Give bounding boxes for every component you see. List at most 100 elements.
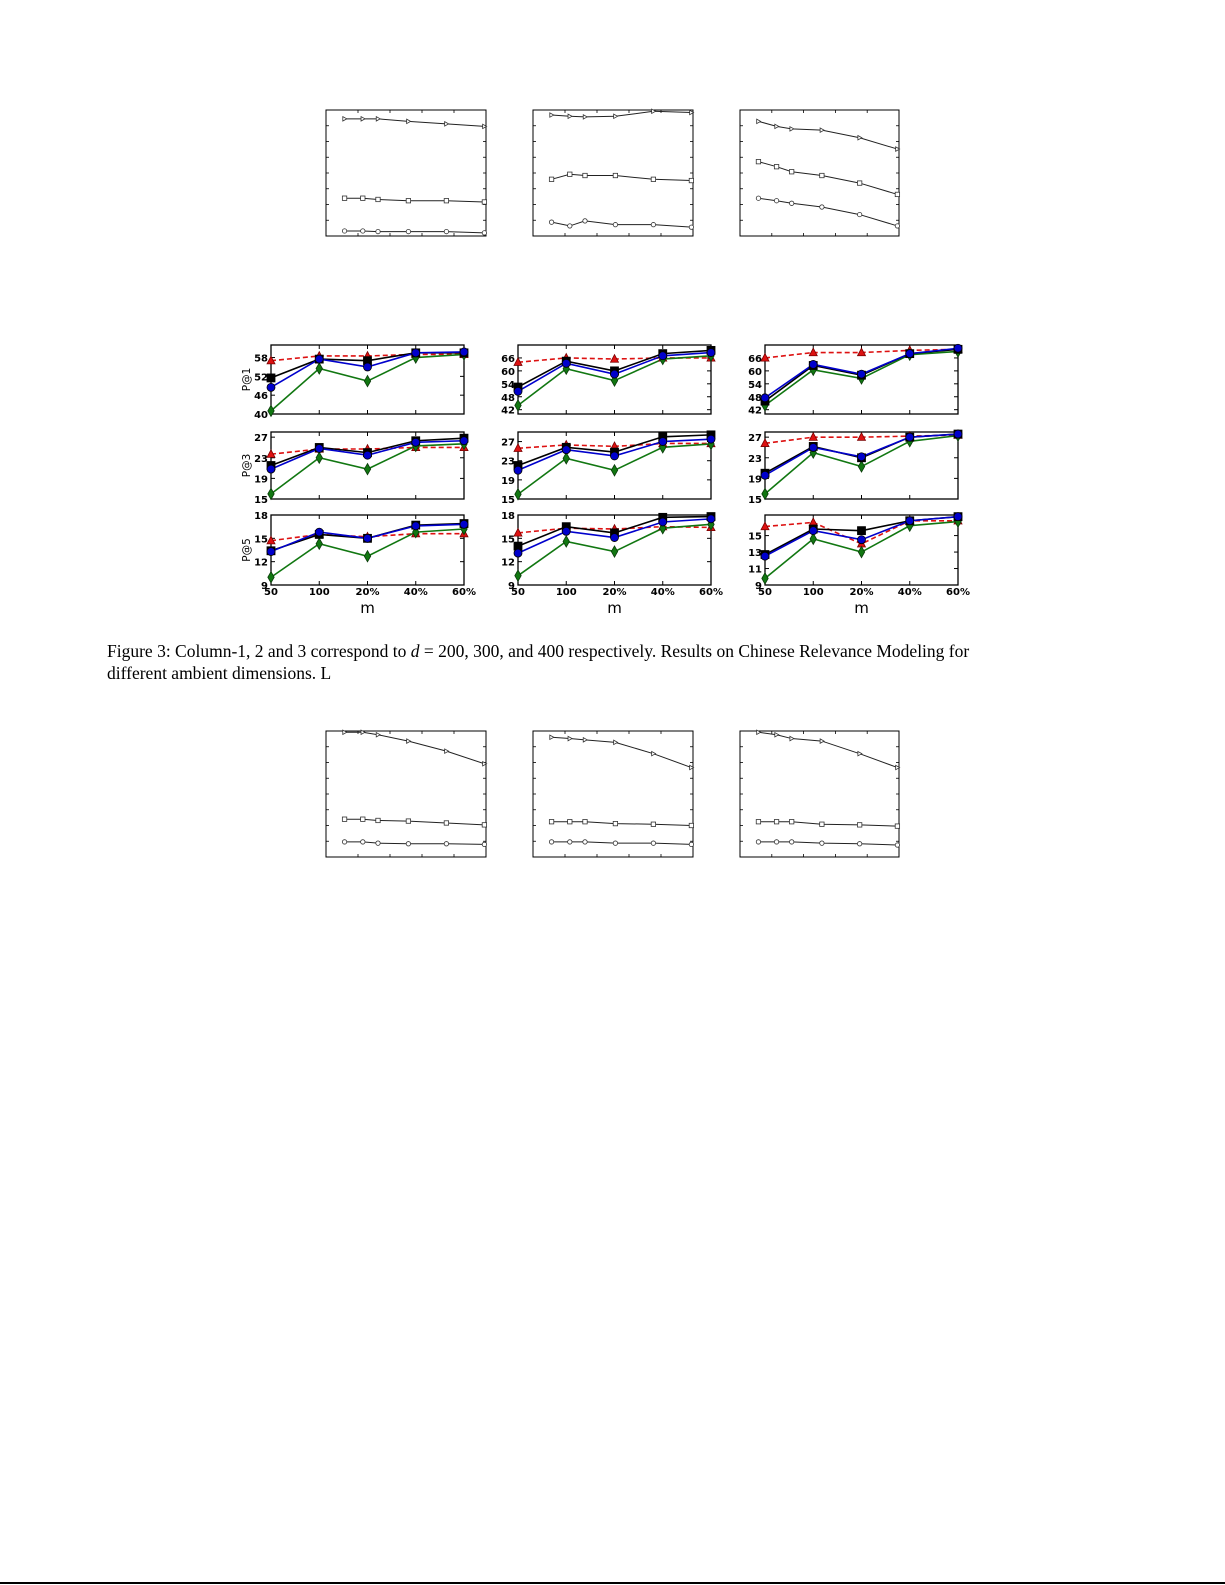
circle-marker [953, 343, 963, 353]
circle-marker [513, 548, 523, 558]
y-tick-label: 19 [501, 476, 515, 487]
diamond-marker [363, 549, 372, 563]
y-tick-label: 54 [748, 380, 762, 391]
triangle-marker [266, 535, 276, 545]
circle-marker [857, 535, 866, 545]
circle-marker [582, 839, 588, 845]
circle-marker [363, 362, 372, 372]
circle-marker [953, 512, 963, 522]
y-tick-label: 27 [501, 438, 515, 449]
panel-r0-c2: 42 48 54 60 66 [748, 343, 963, 417]
triangle-marker [375, 115, 382, 122]
circle-marker [405, 841, 411, 847]
square-marker [773, 819, 780, 825]
triangle-marker [582, 736, 589, 743]
diamond-marker [562, 535, 570, 548]
circle-marker [363, 450, 372, 460]
y-tick-label: 15 [748, 532, 762, 543]
square-marker [857, 526, 866, 536]
y-tick-label: 60 [748, 367, 762, 378]
top-row-charts [325, 108, 901, 237]
square-marker [375, 817, 381, 824]
y-tick-label: 15 [254, 534, 268, 545]
figure-caption: Figure 3: Column-1, 2 and 3 correspond t… [107, 640, 1107, 684]
panel-r1-c1: 15 19 23 27 [501, 430, 716, 506]
series-square [758, 821, 898, 827]
circle-marker [341, 228, 348, 234]
series-circle [551, 841, 692, 845]
triangle-marker [613, 739, 619, 746]
triangle-marker [819, 738, 825, 744]
x-tick-label: 20% [356, 587, 380, 598]
circle-marker [706, 514, 716, 524]
plot-frame [325, 730, 487, 858]
y-tick-label: 48 [748, 393, 762, 404]
circle-marker [789, 200, 795, 206]
circle-marker [266, 464, 276, 474]
triangle-marker [808, 517, 818, 527]
triangle-marker [756, 729, 762, 736]
y-tick-label: 13 [748, 548, 762, 559]
y-tick-label: 9 [261, 581, 268, 592]
triangle-marker [609, 353, 620, 363]
circle-marker [360, 228, 366, 234]
square-marker [773, 164, 780, 170]
diamond-marker [315, 537, 323, 551]
circle-marker [894, 842, 901, 848]
y-tick-label: 11 [748, 565, 762, 576]
circle-marker [459, 519, 469, 529]
circle-marker [857, 841, 863, 847]
y-tick-label: 66 [501, 354, 515, 365]
diamond-marker [610, 545, 619, 558]
x-axis-label: m [607, 599, 622, 617]
x-tick-label: 40% [898, 587, 922, 598]
series-square [551, 173, 692, 182]
x-tick-label: 50 [511, 587, 525, 598]
triangle-marker [406, 738, 412, 744]
x-tick-label: 60% [452, 587, 476, 598]
y-tick-label: 19 [748, 474, 762, 485]
circle-marker [561, 358, 571, 368]
triangle-marker [808, 347, 818, 357]
y-tick-label: 23 [254, 454, 268, 465]
x-tick-label: 60% [699, 587, 723, 598]
y-tick-label: 9 [755, 581, 762, 592]
square-marker [650, 821, 657, 827]
triangle-marker [651, 108, 657, 115]
square-marker [443, 820, 450, 826]
x-tick-label: 100 [803, 587, 824, 598]
square-marker [405, 818, 412, 824]
circle-marker [612, 222, 619, 228]
circle-marker [567, 223, 573, 229]
series-triangle [551, 736, 692, 769]
y-tick-label: 42 [748, 406, 762, 417]
triangle-marker [895, 764, 901, 771]
circle-marker [443, 841, 449, 847]
y-tick-label: 42 [501, 406, 515, 417]
triangle-marker [895, 146, 901, 152]
y-tick-label: 60 [501, 367, 515, 378]
series-square [344, 197, 485, 203]
plot-frame [739, 730, 900, 858]
square-marker [894, 191, 901, 198]
diamond-marker [315, 362, 323, 375]
small-panel-1 [532, 108, 695, 237]
x-tick-label: 40% [651, 587, 675, 598]
circle-marker [905, 349, 915, 359]
small-panel-0 [325, 109, 488, 237]
x-tick-label: 100 [556, 587, 577, 598]
square-marker [688, 822, 695, 829]
square-marker [857, 822, 863, 828]
diamond-marker [761, 572, 769, 585]
x-axis-label: m [854, 599, 869, 617]
small-panel-2 [739, 729, 901, 858]
caption-eq: = 200, 300, [419, 641, 504, 661]
circle-marker [706, 348, 716, 357]
series-circle [551, 220, 692, 228]
triangle-marker [789, 735, 795, 742]
y-tick-label: 54 [501, 380, 515, 391]
triangle-marker [819, 127, 825, 134]
y-tick-label: 58 [254, 354, 268, 365]
y-tick-label: 19 [254, 474, 268, 485]
square-marker [819, 172, 825, 179]
